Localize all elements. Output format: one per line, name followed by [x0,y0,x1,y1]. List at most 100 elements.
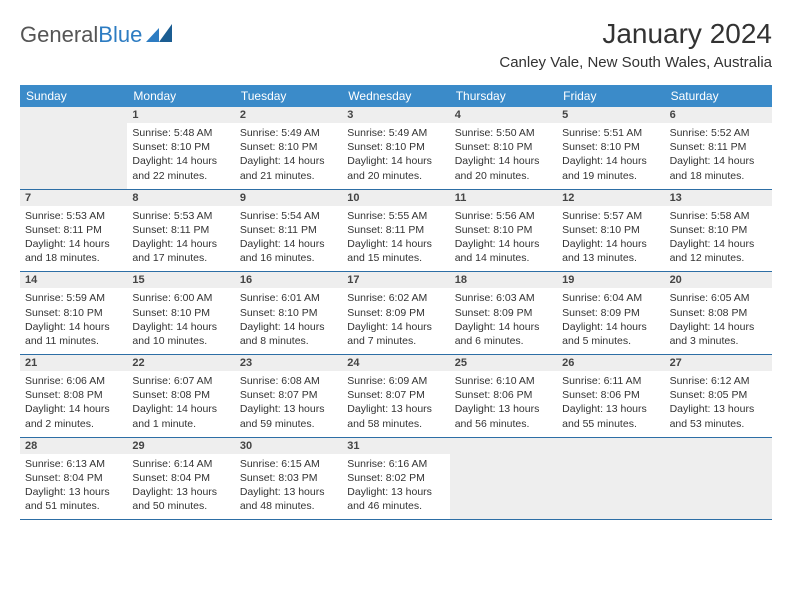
sunset-text: Sunset: 8:07 PM [347,388,444,402]
title-block: January 2024 Canley Vale, New South Wale… [499,18,772,71]
day-number: 3 [342,107,449,123]
sunset-text: Sunset: 8:09 PM [347,306,444,320]
page-title: January 2024 [499,18,772,50]
daylight-text: Daylight: 13 hours and 51 minutes. [25,485,122,513]
sunrise-text: Sunrise: 6:14 AM [132,457,229,471]
calendar: SundayMondayTuesdayWednesdayThursdayFrid… [20,85,772,520]
day-cell: 2Sunrise: 5:49 AMSunset: 8:10 PMDaylight… [235,107,342,189]
sunset-text: Sunset: 8:07 PM [240,388,337,402]
sunset-text: Sunset: 8:04 PM [132,471,229,485]
empty-cell [450,438,557,520]
day-number: 12 [557,190,664,206]
sunset-text: Sunset: 8:10 PM [455,140,552,154]
day-number: 20 [665,272,772,288]
sunset-text: Sunset: 8:11 PM [670,140,767,154]
sunset-text: Sunset: 8:11 PM [240,223,337,237]
daylight-text: Daylight: 14 hours and 1 minute. [132,402,229,430]
sunset-text: Sunset: 8:02 PM [347,471,444,485]
sunrise-text: Sunrise: 5:49 AM [347,126,444,140]
sunrise-text: Sunrise: 5:55 AM [347,209,444,223]
sunrise-text: Sunrise: 6:04 AM [562,291,659,305]
daylight-text: Daylight: 14 hours and 10 minutes. [132,320,229,348]
empty-cell [20,107,127,189]
day-number: 1 [127,107,234,123]
day-cell: 16Sunrise: 6:01 AMSunset: 8:10 PMDayligh… [235,272,342,354]
dayname-row: SundayMondayTuesdayWednesdayThursdayFrid… [20,85,772,107]
day-number: 27 [665,355,772,371]
daylight-text: Daylight: 14 hours and 17 minutes. [132,237,229,265]
day-cell: 25Sunrise: 6:10 AMSunset: 8:06 PMDayligh… [450,355,557,437]
day-cell: 27Sunrise: 6:12 AMSunset: 8:05 PMDayligh… [665,355,772,437]
sunrise-text: Sunrise: 5:54 AM [240,209,337,223]
day-cell: 3Sunrise: 5:49 AMSunset: 8:10 PMDaylight… [342,107,449,189]
day-cell: 29 Sunrise: 6:14 AMSunset: 8:04 PMDayligh… [127,438,234,520]
day-cell: 31Sunrise: 6:16 AMSunset: 8:02 PMDayligh… [342,438,449,520]
day-number: 7 [20,190,127,206]
sunrise-text: Sunrise: 6:15 AM [240,457,337,471]
day-number: 24 [342,355,449,371]
day-cell: 11Sunrise: 5:56 AMSunset: 8:10 PMDayligh… [450,190,557,272]
daylight-text: Daylight: 14 hours and 14 minutes. [455,237,552,265]
sunset-text: Sunset: 8:10 PM [562,140,659,154]
daylight-text: Daylight: 14 hours and 20 minutes. [347,154,444,182]
daylight-text: Daylight: 13 hours and 56 minutes. [455,402,552,430]
sunrise-text: Sunrise: 5:49 AM [240,126,337,140]
day-number: 17 [342,272,449,288]
dayname-cell: Saturday [665,85,772,107]
day-number: 16 [235,272,342,288]
day-number: 5 [557,107,664,123]
day-number: 9 [235,190,342,206]
daylight-text: Daylight: 14 hours and 2 minutes. [25,402,122,430]
day-cell: 23Sunrise: 6:08 AMSunset: 8:07 PMDayligh… [235,355,342,437]
sunrise-text: Sunrise: 5:48 AM [132,126,229,140]
day-cell: 20Sunrise: 6:05 AMSunset: 8:08 PMDayligh… [665,272,772,354]
sunrise-text: Sunrise: 6:13 AM [25,457,122,471]
day-number: 29 [127,438,234,454]
day-number: 8 [127,190,234,206]
day-cell: 12Sunrise: 5:57 AMSunset: 8:10 PMDayligh… [557,190,664,272]
dayname-cell: Friday [557,85,664,107]
sunrise-text: Sunrise: 6:09 AM [347,374,444,388]
sunrise-text: Sunrise: 6:16 AM [347,457,444,471]
day-number: 11 [450,190,557,206]
sunset-text: Sunset: 8:10 PM [455,223,552,237]
day-number: 28 [20,438,127,454]
sunrise-text: Sunrise: 6:05 AM [670,291,767,305]
sunrise-text: Sunrise: 6:08 AM [240,374,337,388]
daylight-text: Daylight: 14 hours and 20 minutes. [455,154,552,182]
logo-text-2: Blue [98,22,142,48]
day-cell: 5Sunrise: 5:51 AMSunset: 8:10 PMDaylight… [557,107,664,189]
daylight-text: Daylight: 13 hours and 55 minutes. [562,402,659,430]
daylight-text: Daylight: 14 hours and 8 minutes. [240,320,337,348]
daylight-text: Daylight: 14 hours and 18 minutes. [670,154,767,182]
sunset-text: Sunset: 8:08 PM [25,388,122,402]
day-cell: 6 Sunrise: 5:52 AMSunset: 8:11 PMDaylight… [665,107,772,189]
week-row: 1Sunrise: 5:48 AMSunset: 8:10 PMDaylight… [20,107,772,190]
daylight-text: Daylight: 13 hours and 50 minutes. [132,485,229,513]
day-cell: 13Sunrise: 5:58 AMSunset: 8:10 PMDayligh… [665,190,772,272]
daylight-text: Daylight: 14 hours and 7 minutes. [347,320,444,348]
day-number: 6 [665,107,772,123]
sunset-text: Sunset: 8:11 PM [347,223,444,237]
day-number: 13 [665,190,772,206]
day-number: 10 [342,190,449,206]
day-cell: 22Sunrise: 6:07 AMSunset: 8:08 PMDayligh… [127,355,234,437]
sunrise-text: Sunrise: 5:50 AM [455,126,552,140]
daylight-text: Daylight: 13 hours and 48 minutes. [240,485,337,513]
sunrise-text: Sunrise: 6:12 AM [670,374,767,388]
sunrise-text: Sunrise: 6:02 AM [347,291,444,305]
day-cell: 24Sunrise: 6:09 AMSunset: 8:07 PMDayligh… [342,355,449,437]
day-number: 30 [235,438,342,454]
location-label: Canley Vale, New South Wales, Australia [499,54,772,71]
sunset-text: Sunset: 8:10 PM [25,306,122,320]
sunrise-text: Sunrise: 5:57 AM [562,209,659,223]
sunset-text: Sunset: 8:10 PM [240,306,337,320]
sunset-text: Sunset: 8:08 PM [670,306,767,320]
dayname-cell: Tuesday [235,85,342,107]
daylight-text: Daylight: 14 hours and 12 minutes. [670,237,767,265]
day-number: 15 [127,272,234,288]
sunrise-text: Sunrise: 5:52 AM [670,126,767,140]
sunset-text: Sunset: 8:09 PM [562,306,659,320]
daylight-text: Daylight: 14 hours and 21 minutes. [240,154,337,182]
empty-cell [665,438,772,520]
